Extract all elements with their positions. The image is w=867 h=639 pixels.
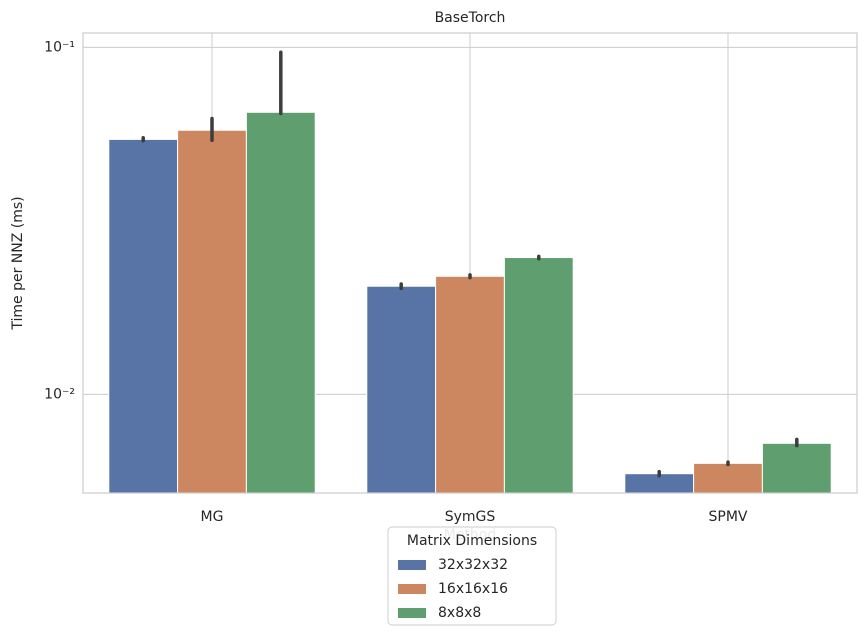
chart-title: BaseTorch [435, 10, 506, 26]
bar [435, 275, 505, 494]
y-tick-label: 10⁻¹ [44, 39, 75, 55]
x-tick-label: SPMV [709, 509, 748, 525]
plot-frame [82, 32, 858, 494]
legend-swatch [398, 560, 426, 570]
legend-box [387, 526, 557, 626]
legend-swatch [398, 608, 426, 618]
x-tick-label: SymGS [445, 509, 496, 525]
bar [108, 138, 179, 494]
legend: Matrix Dimensions 32x32x32 16x16x16 8x8x8 [387, 526, 557, 626]
legend-label: 32x32x32 [438, 557, 508, 573]
bar [177, 129, 247, 494]
y-axis-label: Time per NNZ (ms) [10, 196, 26, 330]
bar [761, 442, 832, 494]
legend-swatch [398, 584, 426, 594]
bar [503, 257, 574, 494]
bar [366, 285, 437, 494]
x-tick-label: MG [201, 509, 224, 525]
legend-label: 8x8x8 [438, 605, 481, 621]
bar [245, 111, 316, 494]
legend-label: 16x16x16 [438, 581, 508, 597]
y-tick-label: 10⁻² [44, 386, 75, 402]
bar [693, 462, 763, 494]
legend-title: Matrix Dimensions [407, 533, 537, 549]
